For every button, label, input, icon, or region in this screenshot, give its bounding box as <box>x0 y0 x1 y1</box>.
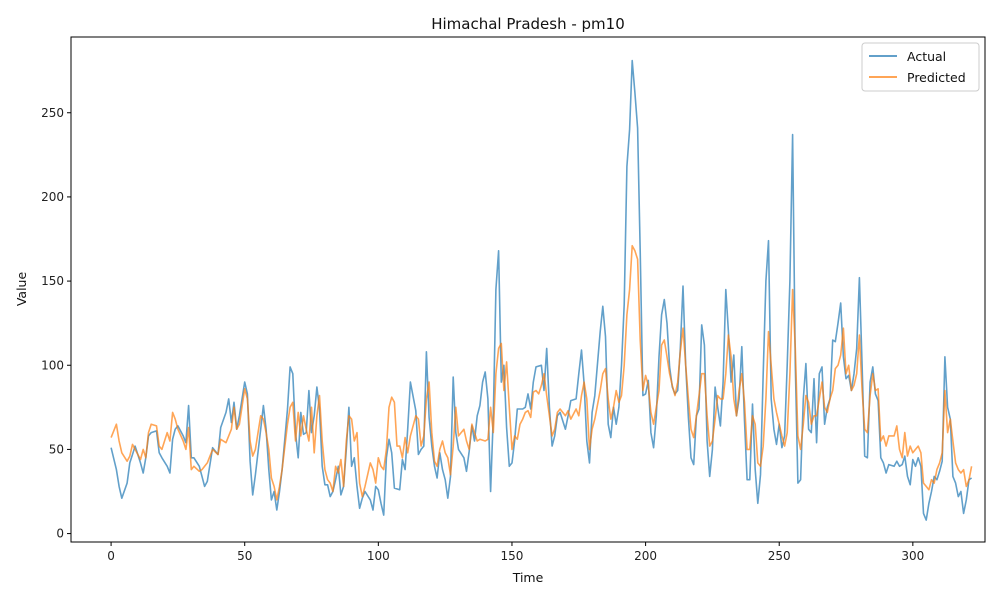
plot-area: 0 50 100 150 200 250 300 0 50 100 150 200 250 <box>41 36 986 563</box>
x-tick-label: 150 <box>501 549 524 563</box>
y-tick-label: 250 <box>41 106 64 120</box>
x-axis-title: Time <box>512 570 544 585</box>
x-tick-label: 200 <box>634 549 657 563</box>
y-axis: 0 50 100 150 200 250 <box>41 106 71 541</box>
x-tick-label: 250 <box>768 549 791 563</box>
legend-label-actual: Actual <box>907 49 946 64</box>
series-layer <box>110 59 973 521</box>
plot-frame <box>70 36 986 543</box>
y-tick-label: 100 <box>41 358 64 372</box>
y-tick-label: 150 <box>41 274 64 288</box>
series-line-actual <box>110 59 973 521</box>
x-axis: 0 50 100 150 200 250 300 <box>107 542 924 563</box>
legend-label-predicted: Predicted <box>907 70 966 85</box>
x-tick-label: 100 <box>367 549 390 563</box>
x-tick-label: 300 <box>901 549 924 563</box>
y-tick-label: 50 <box>49 442 64 456</box>
series-line-predicted <box>110 244 973 501</box>
y-axis-title: Value <box>14 272 29 307</box>
legend: Actual Predicted <box>861 42 980 92</box>
y-tick-label: 200 <box>41 190 64 204</box>
y-tick-label: 0 <box>56 527 64 541</box>
x-tick-label: 0 <box>107 549 115 563</box>
x-tick-label: 50 <box>237 549 252 563</box>
chart-title: Himachal Pradesh - pm10 <box>431 15 625 33</box>
